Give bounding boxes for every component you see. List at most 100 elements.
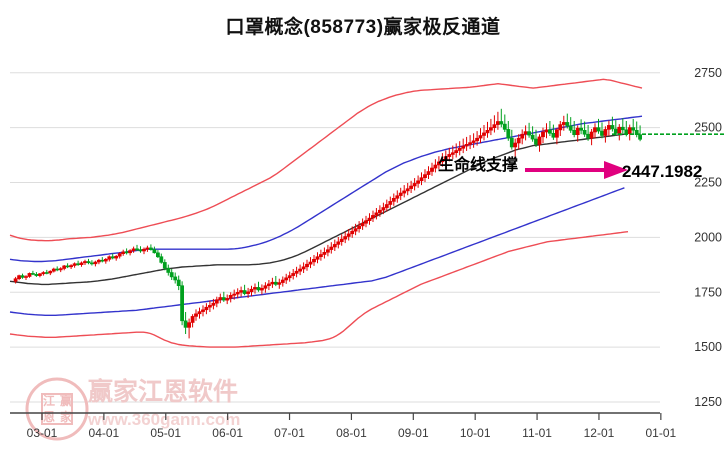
candle-body <box>468 142 473 145</box>
candle-body <box>523 131 528 135</box>
candlestick <box>187 318 192 339</box>
candlestick <box>48 270 53 276</box>
candlestick <box>228 292 233 303</box>
candlestick <box>180 281 185 326</box>
candlestick <box>360 218 365 230</box>
candle-body <box>506 129 511 139</box>
candlestick <box>617 124 622 141</box>
candlestick <box>461 138 466 154</box>
candlestick <box>305 259 309 271</box>
candle-body <box>485 130 490 134</box>
candle-body <box>62 265 67 269</box>
candle-body <box>69 265 74 268</box>
candlestick <box>17 274 22 281</box>
candlestick <box>423 169 427 183</box>
candlestick <box>90 260 94 266</box>
candle-body <box>377 209 382 214</box>
x-axis-tick-label: 05-01 <box>150 426 181 440</box>
candle-body <box>558 124 563 131</box>
candlestick <box>44 269 49 275</box>
candlestick <box>145 245 150 252</box>
candle-body <box>183 320 188 328</box>
candle-body <box>287 275 292 279</box>
candle-body <box>135 248 139 251</box>
candle-body <box>218 297 223 301</box>
candle-body <box>27 273 32 277</box>
candle-body <box>631 127 636 131</box>
candlestick <box>131 246 136 253</box>
candle-body <box>617 126 622 134</box>
candle-body <box>270 281 275 285</box>
candle-body <box>242 290 247 294</box>
candlestick <box>395 190 400 203</box>
candlestick <box>156 250 160 258</box>
candlestick <box>610 116 615 132</box>
candle-body <box>409 185 414 189</box>
x-axis-tick-label: 03-01 <box>27 426 58 440</box>
candle-body <box>513 142 518 148</box>
candlestick <box>447 147 452 162</box>
candle-body <box>159 256 164 263</box>
candle-body <box>142 248 146 252</box>
candlestick <box>513 138 518 159</box>
candle-body <box>343 236 348 240</box>
candlestick <box>530 126 535 142</box>
candlestick <box>93 260 98 267</box>
x-axis-tick-label: 06-01 <box>212 426 243 440</box>
candle-body <box>395 195 400 199</box>
candlestick <box>488 118 493 136</box>
candlestick <box>69 264 74 269</box>
candlestick <box>454 143 459 158</box>
candlestick <box>433 159 438 173</box>
candlestick <box>631 118 636 135</box>
watermark-seal-ring <box>25 377 89 441</box>
candle-body <box>544 129 549 133</box>
candle-body <box>593 127 597 133</box>
candlestick <box>277 278 282 289</box>
candlestick <box>419 172 424 186</box>
candlestick <box>357 221 362 233</box>
candlestick <box>343 231 348 244</box>
candle-body <box>457 148 462 151</box>
candlestick <box>194 309 198 321</box>
candlestick <box>270 277 275 288</box>
candle-body <box>374 212 379 216</box>
candle-body <box>325 249 330 253</box>
candlestick <box>600 122 604 139</box>
candle-body <box>277 282 282 285</box>
candlestick <box>58 267 63 273</box>
candle-body <box>152 249 157 254</box>
candlestick <box>27 272 32 278</box>
candle-body <box>565 122 570 127</box>
band-line <box>9 231 629 348</box>
candle-body <box>298 268 303 272</box>
candle-body <box>34 273 39 276</box>
candle-body <box>436 161 441 166</box>
candlestick <box>325 244 330 257</box>
candlestick <box>30 270 35 276</box>
candlestick <box>242 284 247 296</box>
candlestick <box>280 276 285 287</box>
candle-body <box>603 129 608 136</box>
candle-body <box>114 255 119 259</box>
candlestick <box>55 266 60 272</box>
candle-body <box>253 287 257 290</box>
candle-body <box>440 158 445 163</box>
candle-body <box>208 305 212 308</box>
candle-body <box>391 198 396 202</box>
candle-body <box>48 270 53 274</box>
candlestick <box>339 234 344 246</box>
candlestick <box>412 178 417 191</box>
candlestick <box>124 248 129 255</box>
candle-body <box>58 268 63 271</box>
y-axis-tick-label: 1250 <box>694 395 722 409</box>
candle-body <box>430 167 434 172</box>
candle-body <box>572 130 577 136</box>
watermark-brand: 赢家江恩软件 <box>88 377 238 406</box>
candle-body <box>263 285 268 289</box>
candle-body <box>554 129 559 138</box>
candle-body <box>246 291 251 294</box>
candle-body <box>124 251 129 254</box>
candle-body <box>221 297 226 301</box>
